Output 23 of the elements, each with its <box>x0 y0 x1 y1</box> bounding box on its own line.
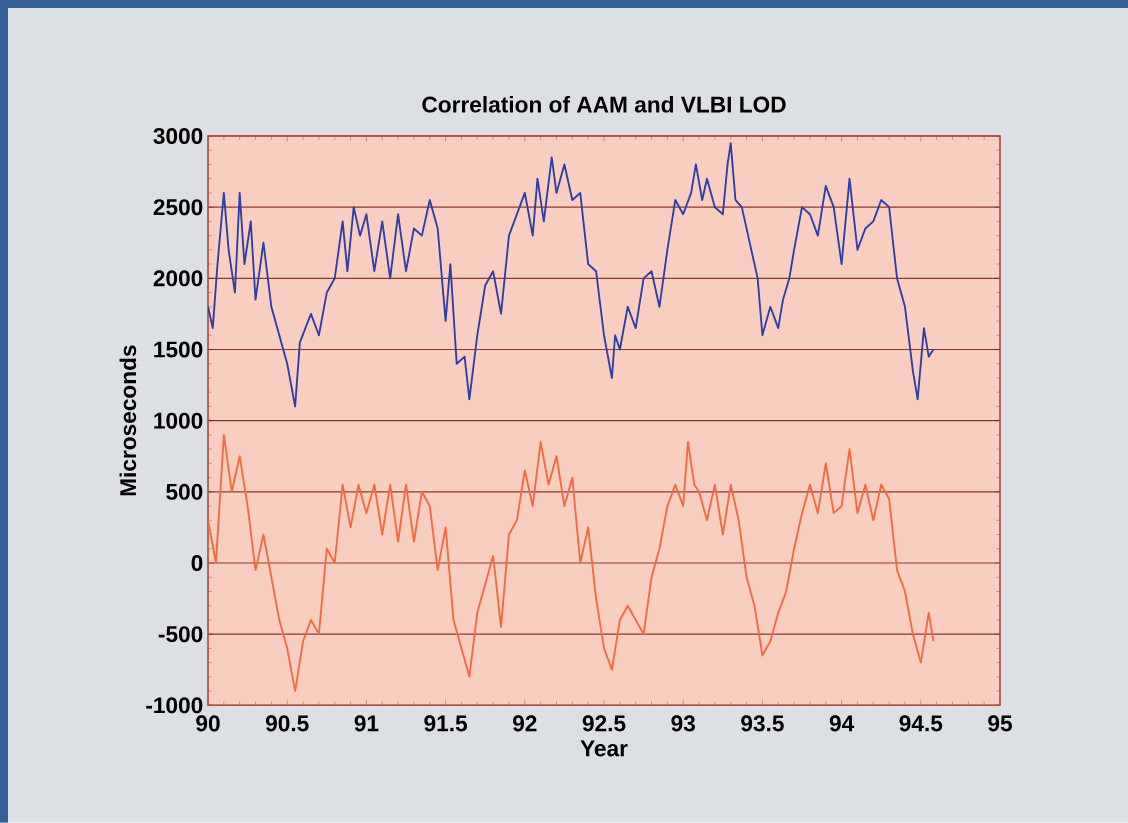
y-tick-label: -500 <box>158 626 203 643</box>
y-tick-label: 1500 <box>154 341 203 358</box>
x-tick-label: 93.5 <box>741 715 784 732</box>
x-tick-label: 93 <box>671 715 695 732</box>
x-tick-label: 90 <box>196 715 220 732</box>
x-tick-label: 90.5 <box>265 715 309 732</box>
y-tick-label: 0 <box>191 555 203 572</box>
x-tick-label: 92 <box>512 715 537 732</box>
y-tick-label: -1000 <box>146 697 203 714</box>
y-axis-title: Microseconds <box>119 345 137 496</box>
x-axis-title: Year <box>580 740 628 757</box>
y-tick-label: 500 <box>166 483 203 501</box>
x-tick-label: 92.5 <box>582 715 626 732</box>
x-tick-label: 94 <box>829 715 855 732</box>
y-tick-label: 3000 <box>153 128 203 145</box>
x-tick-label: 94.5 <box>899 715 943 732</box>
y-tick-label: 2500 <box>153 199 203 216</box>
y-tick-label: 2000 <box>153 270 203 287</box>
y-tick-label: 1000 <box>154 412 203 429</box>
chart-title: Correlation of AAM and VLBI LOD <box>422 96 786 113</box>
x-tick-label: 91.5 <box>424 715 468 732</box>
x-tick-label: 91 <box>354 715 379 732</box>
x-tick-label: 95 <box>988 715 1012 732</box>
